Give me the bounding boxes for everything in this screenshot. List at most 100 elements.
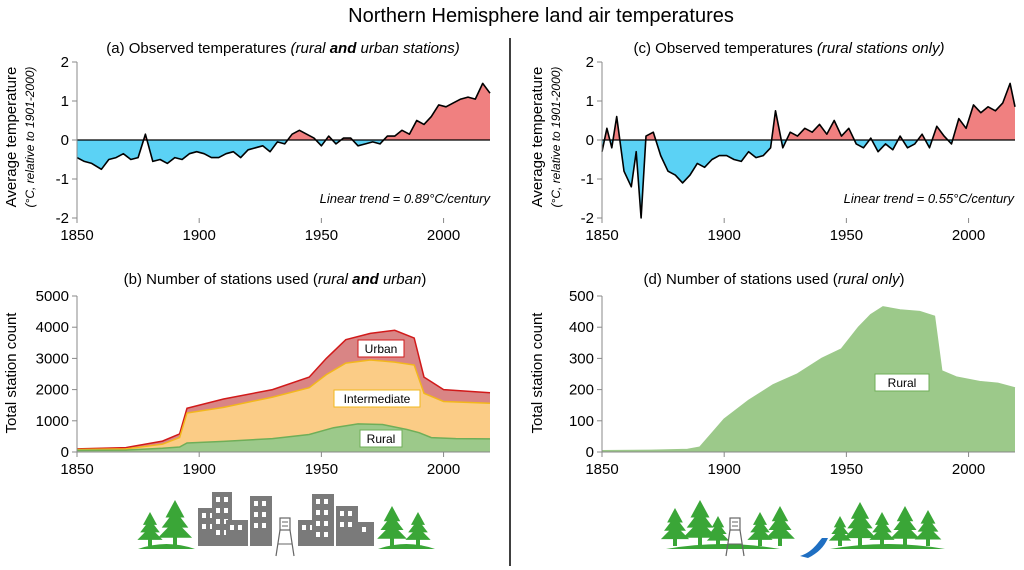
panel-c-plot: -2 -1 0 1 2 1850 1900 1950 2000: [581, 54, 1016, 244]
panel-a-ytick-label: 2: [61, 54, 69, 71]
building-icon: [312, 494, 334, 546]
tree-tier: [140, 519, 160, 533]
tree-trunk: [698, 535, 702, 546]
building-icon: [336, 506, 358, 546]
building-body: [226, 520, 248, 546]
tree-icon: [890, 506, 920, 546]
tree-trunk: [778, 537, 782, 546]
tree-trunk: [903, 537, 907, 546]
tree-tier: [709, 522, 727, 534]
panel-a-trend: Linear trend = 0.89°C/century: [320, 191, 492, 206]
building-window: [324, 499, 328, 504]
tree-icon: [682, 500, 718, 546]
panel-c-trend: Linear trend = 0.55°C/century: [844, 191, 1016, 206]
tree-trunk: [758, 538, 762, 546]
panel-b-xtick-label: 1900: [183, 461, 216, 478]
panel-c-temperature-line: [601, 82, 1016, 219]
building-window: [316, 521, 320, 526]
building-window: [224, 497, 228, 502]
ground-mound: [666, 544, 780, 549]
ground-mound: [138, 544, 195, 549]
building-window: [216, 508, 220, 513]
tree-icon: [869, 512, 895, 546]
panel-c-ytick-label: 2: [586, 54, 594, 71]
tree-tier: [660, 524, 690, 540]
tree-tier: [920, 510, 936, 524]
rural-illustration: [660, 500, 945, 558]
tree-trunk: [416, 538, 420, 546]
panel-d-xtick-label: 1900: [708, 461, 741, 478]
building-window: [224, 508, 228, 513]
building-window: [216, 497, 220, 502]
tree-trunk: [148, 538, 152, 546]
tree-trunk: [390, 537, 394, 546]
building-window: [230, 525, 234, 530]
tree-tier: [833, 516, 847, 528]
panel-d-area-rural: [602, 306, 1015, 452]
building-window: [302, 525, 306, 530]
tree-tier: [831, 522, 849, 534]
tree-icon: [914, 510, 942, 546]
panel-c-xtick-label: 1950: [830, 227, 863, 244]
building-window: [316, 532, 320, 537]
panel-d-ytick-label: 0: [586, 444, 594, 461]
tree-icon: [137, 512, 163, 546]
panel-b-xtick-label: 1850: [60, 461, 93, 478]
building-window: [348, 522, 352, 527]
tree-tier: [706, 529, 730, 541]
panel-d: (d) Number of stations used (rural only)…: [529, 271, 1016, 478]
panel-b-ytick-label: 3000: [36, 350, 69, 367]
panel-c-xtick-label: 1850: [585, 227, 618, 244]
panel-d-xtick-label: 1950: [830, 461, 863, 478]
tree-tier: [847, 511, 873, 529]
panel-c-ytick-label: -2: [581, 210, 594, 227]
ground-mound: [378, 544, 435, 549]
label-rural-box: [359, 429, 403, 448]
tree-tier: [874, 512, 890, 525]
label-rural-text: Rural: [367, 432, 396, 446]
tree-tier: [405, 526, 431, 540]
tree-tier: [410, 512, 426, 525]
tree-tier: [765, 523, 795, 539]
panel-b-line-urban: [76, 329, 491, 450]
tree-tier: [896, 506, 914, 522]
tree-tier: [157, 520, 193, 538]
label-urban: Urban: [357, 339, 405, 358]
building-window: [324, 521, 328, 526]
tree-tier: [667, 508, 683, 523]
panel-b-line-intermediate: [76, 359, 491, 451]
tree-tier: [750, 519, 770, 533]
tree-tier: [893, 514, 917, 530]
tree-icon: [843, 502, 877, 546]
label-intermediate: Intermediate: [333, 389, 421, 408]
panel-d-ytick-label: 500: [569, 288, 594, 305]
tree-tier: [752, 512, 768, 525]
panel-a-ylabel-sub: (°C, relative to 1901-2000): [23, 67, 37, 208]
panel-a-plot: -2 -1 0 1 2 1850 1900 1950 2000: [56, 54, 491, 244]
label-intermediate-text: Intermediate: [344, 392, 411, 406]
panel-c-ylabel-sub: (°C, relative to 1901-2000): [549, 67, 563, 208]
tree-tier: [690, 500, 710, 518]
panel-b-ytick-label: 0: [61, 444, 69, 461]
panel-c-ylabel: Average temperature: [529, 67, 546, 208]
building-icon: [358, 522, 374, 546]
station-leg: [725, 529, 731, 557]
tree-icon: [405, 512, 431, 546]
tree-trunk: [716, 539, 720, 546]
panel-d-ytick-label: 100: [569, 413, 594, 430]
building-icon: [250, 496, 272, 546]
tree-tier: [380, 514, 404, 530]
panel-a-ytick-label: -2: [56, 210, 69, 227]
tree-trunk: [926, 538, 930, 546]
figure-title: Northern Hemisphere land air temperature…: [348, 5, 734, 27]
tree-trunk: [173, 535, 177, 546]
panel-a: (a) Observed temperatures (rural and urb…: [3, 40, 491, 244]
tree-icon: [377, 506, 407, 546]
building-icon: [226, 520, 248, 546]
label-intermediate-box: [333, 389, 421, 408]
building-window: [216, 530, 220, 535]
tree-tier: [768, 514, 792, 530]
panel-d-title: (d) Number of stations used (rural only): [644, 271, 905, 288]
weather-station-icon: [275, 517, 295, 557]
